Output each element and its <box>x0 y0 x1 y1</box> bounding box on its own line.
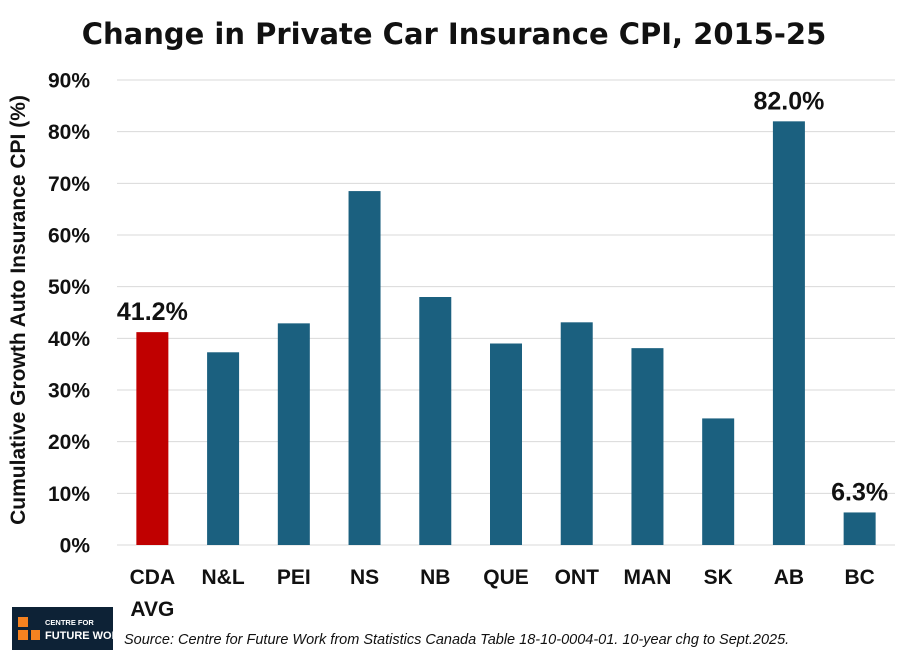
x-tick-label: CDA <box>130 566 176 589</box>
bar <box>348 191 381 546</box>
bar <box>631 348 664 545</box>
centre-for-future-work-logo: CENTRE FOR FUTURE WORK <box>12 607 128 650</box>
data-label: 6.3% <box>831 478 888 506</box>
y-tick-label: 80% <box>48 121 90 144</box>
bar <box>419 297 452 545</box>
x-tick-label: NS <box>350 566 379 589</box>
bar <box>702 418 735 545</box>
data-label: 41.2% <box>117 298 188 326</box>
y-tick-label: 10% <box>48 483 90 506</box>
y-tick-label: 70% <box>48 173 90 196</box>
x-tick-label: QUE <box>483 566 529 589</box>
gridlines <box>117 79 895 546</box>
bar <box>490 343 522 545</box>
x-tick-label: MAN <box>624 566 672 589</box>
y-tick-label: 50% <box>48 276 90 299</box>
bar <box>207 352 240 545</box>
logo-mark-icon <box>18 617 40 640</box>
source-note: Source: Centre for Future Work from Stat… <box>124 632 789 648</box>
x-tick-label: PEI <box>277 566 311 589</box>
logo-text-line1: CENTRE FOR <box>45 618 94 627</box>
bar <box>843 512 876 545</box>
y-tick-label: 20% <box>48 431 90 454</box>
logo-background <box>12 607 113 650</box>
x-tick-label: NB <box>420 566 450 589</box>
y-tick-label: 30% <box>48 380 90 403</box>
bars <box>136 121 876 546</box>
bar <box>772 121 805 545</box>
y-axis-label: Cumulative Growth Auto Insurance CPI (%) <box>7 95 30 525</box>
y-tick-label: 0% <box>60 535 91 558</box>
y-tick-label: 60% <box>48 225 90 248</box>
x-tick-label: ONT <box>555 566 600 589</box>
x-tick-label: AB <box>774 566 804 589</box>
x-axis-ticks: CDA AVG N&L PEI NS NB QUE ONT MAN SK AB BC <box>130 566 875 621</box>
y-tick-label: 90% <box>48 70 90 93</box>
x-tick-label: AVG <box>130 598 174 621</box>
x-tick-label: BC <box>844 566 874 589</box>
y-axis-ticks: 0% 10% 20% 30% 40% 50% 60% 70% 80% 90% <box>48 70 90 558</box>
chart-title: Change in Private Car Insurance CPI, 201… <box>82 17 827 51</box>
bar <box>136 332 169 545</box>
bar <box>277 323 310 545</box>
data-labels: 41.2% 82.0% 6.3% <box>117 87 888 506</box>
x-tick-label: SK <box>704 566 733 589</box>
y-tick-label: 40% <box>48 328 90 351</box>
x-tick-label: N&L <box>202 566 245 589</box>
data-label: 82.0% <box>753 87 824 115</box>
logo-text-line2: FUTURE WORK <box>45 630 128 642</box>
bar <box>560 322 593 545</box>
